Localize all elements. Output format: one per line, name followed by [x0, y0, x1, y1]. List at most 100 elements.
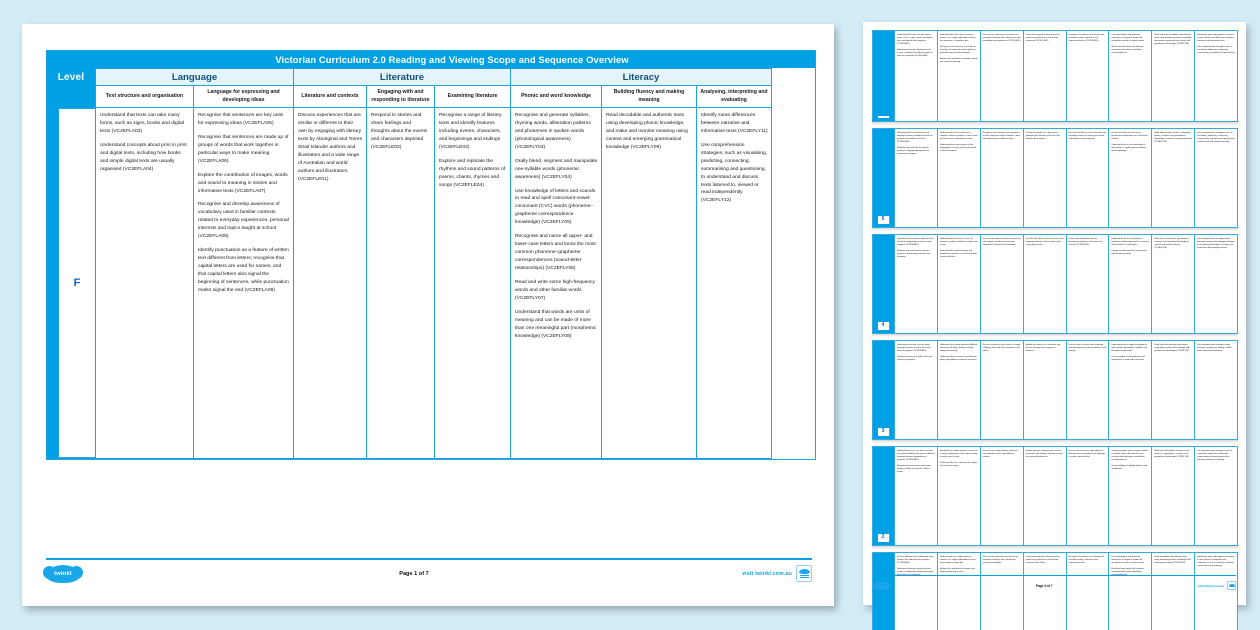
subheader-building-fluency: Building fluency and making meaning: [601, 86, 696, 108]
page-2-cell: Describe the effects of text structures …: [1022, 235, 1066, 333]
page-2: Understand that texts can take many form…: [863, 22, 1246, 630]
page-2-cell: Understand that texts are built using la…: [894, 341, 937, 439]
twinkl-url-label-small: visit twinkl.com.au: [1197, 583, 1224, 588]
page-2-cell: Identify the topic and sequence of event…: [1194, 553, 1237, 630]
page-2-cell: Read texts using phonic, grammatical, se…: [1151, 235, 1194, 333]
twinkl-logo-icon: twinkl: [43, 564, 83, 583]
page-2-cell: Identify the features of a narrative and…: [1022, 341, 1066, 439]
page-2-cell: Understand how to apply knowledge of let…: [1108, 341, 1151, 439]
page-1-footer: twinkl Page 1 of 7 visit twinkl.com.au: [43, 558, 812, 584]
subheader-row: Text structure and organisation Language…: [95, 86, 815, 108]
scope-and-sequence-table: Victorian Curriculum 2.0 Reading and Vie…: [46, 50, 816, 460]
page-2-cell: Discuss how characters and events are po…: [979, 31, 1023, 121]
page-number-label: Page 1 of 7: [399, 570, 429, 577]
page-2-table-row: 5 Understand that text structures and lan…: [872, 128, 1238, 228]
page-2-content-columns: Identify how texts across the curriculum…: [894, 447, 1237, 545]
subheader-engaging-responding: Engaging with and responding to literatu…: [366, 86, 434, 108]
page-2-content-columns: Understand that texts have different tex…: [894, 235, 1237, 333]
page-2-cell: Use comprehension strategies when listen…: [1194, 341, 1237, 439]
page-2-level-value: 5: [881, 216, 885, 222]
page-2-cell: Recognise the features of a literary tex…: [1065, 553, 1109, 630]
strand-header-row: Language Literature Literacy: [95, 68, 815, 86]
page-2-level-column: 5: [873, 129, 894, 227]
page-2-content-columns: Understand that text structures and lang…: [894, 129, 1237, 227]
page-2-cell: Discuss how characters and events are po…: [979, 553, 1023, 630]
page-2-level-value: 4: [881, 322, 885, 328]
page-2-footer: Page 4 of 7 visit twinkl.com.au: [873, 575, 1236, 593]
level-column: Level F: [47, 68, 95, 459]
footer-url-area: visit twinkl.com.au: [662, 565, 812, 582]
page-2-table-row: 1Discuss different texts and identify so…: [872, 552, 1238, 630]
cell-examining-literature: Recognise a range of literary texts and …: [434, 108, 510, 459]
page-2-cell: Understand that texts have different tex…: [894, 235, 937, 333]
page-2-level-cell: 5: [877, 216, 890, 224]
cell-phonic-word: Recognise and generate syllables, rhymin…: [510, 108, 601, 459]
page-2-cell: Understand that the simple sentence cons…: [936, 31, 980, 121]
table-body: Level F Language Literature Literacy Tex…: [47, 68, 815, 459]
page-2-row-divider: [872, 440, 1238, 443]
cell-engaging-responding: Respond to stories and share feelings an…: [366, 108, 434, 459]
page-2-cell: Identify the topic and sequence of event…: [1194, 31, 1237, 121]
page-2-table-row: 3 Understand that texts are built using l…: [872, 340, 1238, 440]
page-2-cell: Describe the effects of text structures …: [1065, 129, 1109, 227]
page-2-cell: Understand how to use phoneme-grapheme r…: [1108, 235, 1151, 333]
page-2-level-value: 3: [881, 428, 885, 434]
table-title-bar: Victorian Curriculum 2.0 Reading and Vie…: [47, 51, 815, 68]
page-2-cell: Recognise and know how to use grammatica…: [1108, 129, 1151, 227]
page-2-cell: Understand that text structures and lang…: [894, 129, 937, 227]
page-2-content-columns: Discuss different texts and identify som…: [894, 553, 1237, 630]
page-2-cell: Read different types of texts, integrati…: [1151, 129, 1194, 227]
page-2-cell: Orally manipulate more complex sounds in…: [1108, 447, 1151, 545]
page-2-level-column: 3: [873, 341, 894, 439]
page-2-cell: Create and edit literary texts by develo…: [1065, 235, 1109, 333]
page-2-cell: Recognise the features of a literary tex…: [1065, 31, 1109, 121]
strand-language: Language: [95, 68, 293, 86]
page-2-cell: Listen and respond to literary texts by …: [1022, 31, 1066, 121]
subheader-analysing-interpreting: Analysing, interpreting and evaluating: [696, 86, 772, 108]
page-2-level-column: [873, 31, 894, 121]
page-2-cell: Identify that a simple sentence consists…: [936, 447, 980, 545]
page-2-content-columns: Understand that texts are built using la…: [894, 341, 1237, 439]
level-cell: F: [58, 108, 95, 458]
page-2-cell: Understand that verbs represent differen…: [936, 341, 980, 439]
page-2-row-divider: [872, 546, 1238, 549]
page-2-row-divider: [872, 228, 1238, 231]
badge-cloud-shape: [798, 569, 810, 574]
page-2-cell: Recognise and compare how composers of t…: [979, 129, 1023, 227]
subheader-language-expressing: Language for expressing and developing i…: [193, 86, 293, 108]
subheader-text-structure: Text structure and organisation: [95, 86, 193, 108]
twinkl-logo-text: twinkl: [54, 570, 72, 577]
page-2-cell: Use comprehension strategies when listen…: [1194, 235, 1237, 333]
subheader-literature-contexts: Literature and contexts: [293, 86, 366, 108]
page-2-cell: Use comprehension strategies such as vis…: [1194, 447, 1237, 545]
page-2-cell: Use phonological and phonemic awareness …: [1108, 31, 1151, 121]
cell-literature-contexts: Discuss experiences that are similar or …: [293, 108, 366, 459]
cell-building-fluency: Read decodable and authentic texts using…: [601, 108, 696, 459]
page-2-table-row: 2 Identify how texts across the curriculu…: [872, 446, 1238, 546]
level-column-header: Level: [57, 71, 85, 83]
page-2-url-area: visit twinkl.com.au: [1197, 581, 1236, 590]
page-2-level-cell: [877, 116, 890, 118]
page-2-cell: Discuss characters and events in a range…: [979, 341, 1023, 439]
page-2-cell: Read decodable and authentic texts using…: [1151, 553, 1194, 630]
twinkl-badge-icon-small: [1227, 581, 1236, 590]
cell-analysing-interpreting: Identify some differences between narrat…: [696, 108, 772, 459]
cell-language-expressing: Recognise that sentences are key units f…: [193, 108, 293, 459]
level-column-spacer: [47, 86, 95, 108]
page-2-cell: Discuss how authors construct characters…: [979, 235, 1023, 333]
twinkl-badge-icon: [796, 565, 812, 582]
page-2-cell: Discuss the characters and settings of d…: [1065, 447, 1109, 545]
footer-logo-area: twinkl: [43, 564, 166, 583]
page-2-cell: Use comprehension strategies such as vis…: [1194, 129, 1237, 227]
page-2-level-value: 2: [881, 534, 885, 540]
strand-literacy: Literacy: [510, 68, 772, 86]
strand-literature: Literature: [293, 68, 510, 86]
page-2-level-cell: 3: [877, 428, 890, 436]
page-2-cell: Understand that the structure of a compl…: [936, 129, 980, 227]
cell-text-structure: Understand that texts can take many form…: [95, 108, 193, 459]
page-2-level-column: 1: [873, 553, 894, 630]
page-title: Victorian Curriculum 2.0 Reading and Vie…: [275, 53, 629, 65]
page-1: Victorian Curriculum 2.0 Reading and Vie…: [22, 24, 834, 606]
page-2-level-column: 2: [873, 447, 894, 545]
page-2-cell: Listen and respond to literary texts by …: [1022, 553, 1066, 630]
